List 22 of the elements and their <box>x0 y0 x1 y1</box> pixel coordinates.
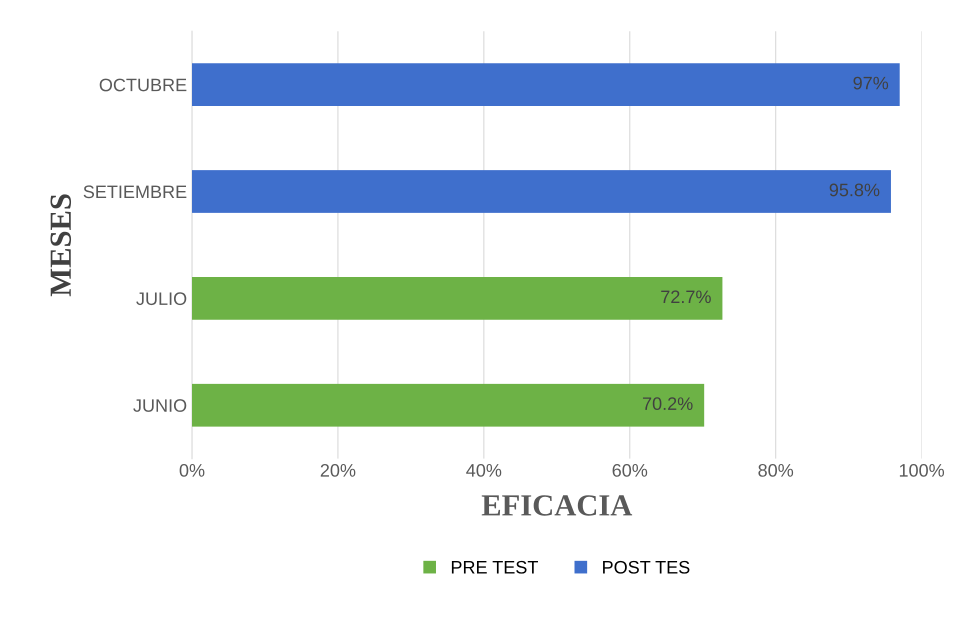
y-tick-label: SETIEMBRE <box>84 185 186 198</box>
bar <box>192 63 900 106</box>
bar <box>192 384 704 427</box>
data-label: 97% <box>853 76 888 90</box>
data-label: 95.8% <box>830 184 880 196</box>
bar <box>192 170 891 213</box>
legend-label: POST TES <box>603 560 690 574</box>
y-tick-label: JUNIO <box>133 399 186 412</box>
y-axis-title: MESES <box>50 194 72 296</box>
legend-label: PRE TEST <box>452 560 538 574</box>
x-axis-title: EFICACIA <box>482 495 632 516</box>
data-label: 72.7% <box>661 290 711 304</box>
x-tick-label: 100% <box>900 464 944 477</box>
x-tick-label: 40% <box>466 464 502 477</box>
x-tick-label: 0% <box>180 464 204 477</box>
y-tick-label: JULIO <box>136 292 186 306</box>
x-tick-label: 20% <box>320 464 356 477</box>
y-tick-label: OCTUBRE <box>100 78 186 92</box>
x-tick-label: 80% <box>758 464 794 477</box>
data-label: 70.2% <box>642 397 693 410</box>
bar <box>192 276 722 320</box>
x-tick-label: 60% <box>612 464 648 477</box>
